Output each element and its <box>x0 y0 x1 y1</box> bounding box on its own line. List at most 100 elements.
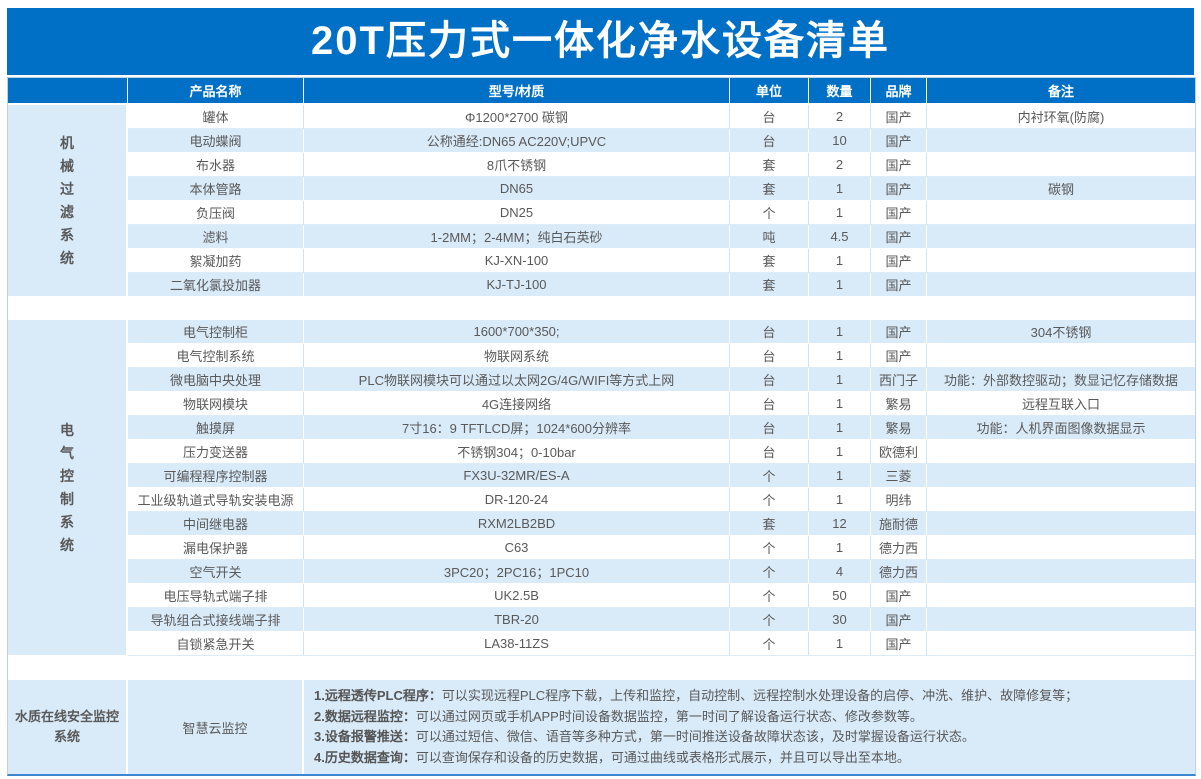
product-name-cell: 负压阀 <box>128 201 304 225</box>
product-name-cell: 二氧化氯投加器 <box>128 273 304 297</box>
table-row: 布水器 8爪不锈钢套 2 国产 <box>8 153 1195 177</box>
col-header-model-material: 型号/材质 <box>304 78 730 105</box>
section-group-cell: 机械过滤系统 <box>8 105 128 297</box>
brand-cell: 国产 <box>871 320 927 344</box>
product-name-cell: 絮凝加药 <box>128 249 304 273</box>
feature-line: 1.远程透传PLC程序：可以实现远程PLC程序下载，上传和监控，自动控制、远程控… <box>314 686 1185 707</box>
brand-cell: 繁易 <box>871 416 927 440</box>
header-row: 产品名称 型号/材质 单位 数量 品牌 备注 <box>8 78 1195 105</box>
quantity-cell: 4 <box>809 560 871 584</box>
table-row: 电压导轨式端子排 UK2.5B 个 50 国产 <box>8 584 1195 608</box>
spacer-cell <box>8 297 1195 320</box>
remark-cell: 304不锈钢 <box>927 320 1195 344</box>
model-material-cell: LA38-11ZS <box>304 632 730 656</box>
table-row: 空气开关 3PC20；2PC16；1PC10 个 4 德力西 <box>8 560 1195 584</box>
product-name-cell: 电气控制系统 <box>128 344 304 368</box>
brand-cell: 国产 <box>871 201 927 225</box>
remark-cell: 内衬环氧(防腐) <box>927 105 1195 129</box>
unit-cell: 台 <box>730 416 809 440</box>
model-material-cell: C63 <box>304 536 730 560</box>
brand-cell: 欧德利 <box>871 440 927 464</box>
quantity-cell: 1 <box>809 536 871 560</box>
feature-label: 1.远程透传PLC程序： <box>314 688 442 703</box>
unit-cell: 套 <box>730 512 809 536</box>
brand-cell: 明纬 <box>871 488 927 512</box>
remark-cell: 碳钢 <box>927 177 1195 201</box>
model-material-cell: 1-2MM；2-4MM；纯白石英砂 <box>304 225 730 249</box>
unit-cell: 个 <box>730 201 809 225</box>
table-row: 电动蝶阀 公称通经:DN65 AC220V;UPVC 台 10 国产 <box>8 129 1195 153</box>
product-name-cell: 本体管路 <box>128 177 304 201</box>
model-material-cell: 7寸16：9 TFTLCD屏；1024*600分辨率 <box>304 416 730 440</box>
spacer-cell <box>8 656 1195 679</box>
unit-cell: 套 <box>730 153 809 177</box>
quantity-cell: 1 <box>809 464 871 488</box>
remark-cell <box>927 560 1195 584</box>
unit-cell: 吨 <box>730 225 809 249</box>
model-material-cell: DR-120-24 <box>304 488 730 512</box>
equipment-table: 产品名称 型号/材质 单位 数量 品牌 备注 机械过滤系统 罐体 Φ1200*270… <box>7 77 1196 776</box>
model-material-cell: 物联网系统 <box>304 344 730 368</box>
table-row: 机械过滤系统 罐体 Φ1200*2700 碳钢台 2 国产 内衬环氧(防腐) <box>8 105 1195 297</box>
table-row: 二氧化氯投加器 KJ-TJ-100 套 1 国产 <box>8 273 1195 297</box>
table-row: 导轨组合式接线端子排 TBR-20 个 30 国产 <box>8 608 1195 632</box>
product-name-cell: 可编程程序控制器 <box>128 464 304 488</box>
unit-cell: 个 <box>730 584 809 608</box>
quantity-cell: 2 <box>809 105 871 129</box>
remark-cell <box>927 344 1195 368</box>
brand-cell: 国产 <box>871 273 927 297</box>
model-material-cell: 不锈钢304；0-10bar <box>304 440 730 464</box>
feature-label: 4.历史数据查询： <box>314 749 416 765</box>
quantity-cell: 1 <box>809 488 871 512</box>
model-material-cell: 4G连接网络 <box>304 392 730 416</box>
brand-cell: 三菱 <box>871 464 927 488</box>
remark-cell <box>927 536 1195 560</box>
table-row: 电气控制系统 电气控制柜 1600*700*350; 台 1 国产 304不锈钢 <box>8 320 1195 656</box>
brand-cell: 国产 <box>871 608 927 632</box>
section-group-cell: 电气控制系统 <box>8 320 128 656</box>
product-name-cell: 漏电保护器 <box>128 536 304 560</box>
unit-cell: 台 <box>730 105 809 129</box>
monitoring-section-label: 水质在线安全监控系统 <box>8 679 128 774</box>
product-name-cell: 电气控制柜 <box>128 320 304 344</box>
remark-cell: 远程互联入口 <box>927 392 1195 416</box>
table-row: 电气控制系统 物联网系统台 1 国产 <box>8 344 1195 368</box>
feature-label: 2.数据远程监控： <box>314 708 416 724</box>
col-header-unit: 单位 <box>730 78 809 105</box>
product-name-cell: 压力变送器 <box>128 440 304 464</box>
remark-cell <box>927 129 1195 153</box>
spacer-row <box>8 656 1195 679</box>
feature-text: 可以通过网页或手机APP时间设备数据监控，第一时间了解设备运行状态、修改参数等。 <box>415 708 923 724</box>
model-material-cell: 1600*700*350; <box>304 320 730 344</box>
page-title: 20T压力式一体化净水设备清单 <box>7 8 1194 75</box>
product-name-cell: 空气开关 <box>128 560 304 584</box>
quantity-cell: 1 <box>809 273 871 297</box>
remark-cell: 功能：外部数控驱动；数显记忆存储数据 <box>927 368 1195 392</box>
unit-cell: 个 <box>730 464 809 488</box>
quantity-cell: 1 <box>809 344 871 368</box>
quantity-cell: 2 <box>809 153 871 177</box>
feature-label: 3.设备报警推送： <box>314 729 416 744</box>
quantity-cell: 1 <box>809 249 871 273</box>
remark-cell <box>927 608 1195 632</box>
brand-cell: 西门子 <box>871 368 927 392</box>
model-material-cell: 3PC20；2PC16；1PC10 <box>304 560 730 584</box>
feature-text: 可以通过短信、微信、语音等多种方式，第一时间推送设备故障状态该，及时掌握设备运行… <box>415 729 975 744</box>
unit-cell: 个 <box>730 632 809 656</box>
header-corner-cell <box>8 78 128 105</box>
brand-cell: 国产 <box>871 344 927 368</box>
product-name-cell: 电动蝶阀 <box>128 129 304 153</box>
remark-cell <box>927 488 1195 512</box>
model-material-cell: 8爪不锈钢 <box>304 153 730 177</box>
table-row: 可编程程序控制器 FX3U-32MR/ES-A 个 1 三菱 <box>8 464 1195 488</box>
table-row: 微电脑中央处理 PLC物联网模块可以通过以太网2G/4G/WIFI等方式上网台 1 西… <box>8 368 1195 392</box>
brand-cell: 国产 <box>871 632 927 656</box>
feature-text: 可以查询保存和设备的历史数据，可通过曲线或表格形式展示，并且可以导出至本地。 <box>415 749 910 765</box>
col-header-brand: 品牌 <box>871 78 927 105</box>
unit-cell: 个 <box>730 536 809 560</box>
monitoring-product-name: 智慧云监控 <box>128 679 304 774</box>
product-name-cell: 触摸屏 <box>128 416 304 440</box>
monitoring-features-cell: 1.远程透传PLC程序：可以实现远程PLC程序下载，上传和监控，自动控制、远程控… <box>304 679 1195 774</box>
model-material-cell: KJ-TJ-100 <box>304 273 730 297</box>
